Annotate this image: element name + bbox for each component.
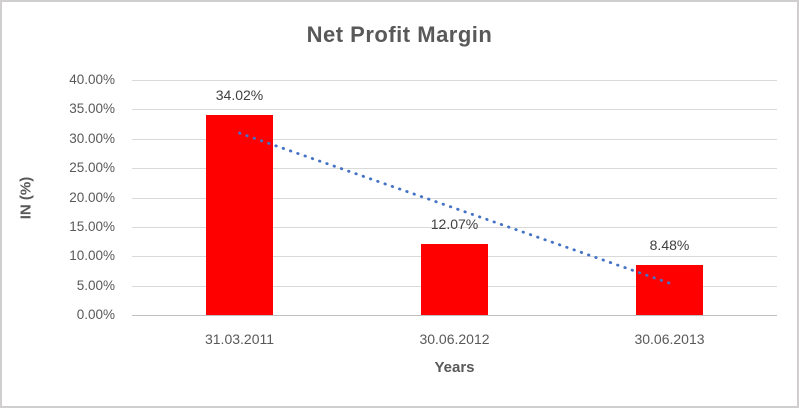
bar-30.06.2013[interactable] [636,265,703,315]
y-tick-label: 25.00% [69,160,115,176]
y-tick-label: 40.00% [69,72,115,87]
bar-30.06.2012[interactable] [421,244,488,315]
x-tick-label: 31.03.2011 [204,331,275,347]
y-tick-label: 5.00% [76,277,115,293]
y-tick-label: 15.00% [69,218,115,234]
y-tick-label: 30.00% [69,130,115,146]
gridline [132,315,777,316]
bar-31.03.2011[interactable] [206,115,273,315]
gridline [132,197,777,199]
trendline[interactable] [132,80,777,315]
y-tick-label: 20.00% [69,189,115,205]
x-axis-title: Years [434,359,475,376]
gridline [132,226,777,228]
data-label: 8.48% [649,237,690,254]
y-tick-label: 10.00% [69,248,115,264]
y-tick-label: 0.00% [76,307,115,322]
gridline [132,109,777,111]
plot-area: 34.02% 12.07% 8.48% [132,80,777,316]
gridline [132,168,777,170]
y-axis-ticks: 40.00% 35.00% 30.00% 25.00% 20.00% 15.00% 10.0… [2,2,115,406]
x-tick-label: 30.06.2013 [634,331,705,347]
y-tick-label: 35.00% [69,101,115,117]
gridline [132,138,777,140]
x-axis-ticks: 31.03.2011 30.06.2012 30.06.2013 [132,80,777,347]
gridline [132,80,777,81]
chart-title: Net Profit Margin [306,22,493,47]
data-label: 12.07% [430,216,479,233]
data-label: 34.02% [215,87,264,104]
x-tick-label: 30.06.2012 [419,331,490,347]
